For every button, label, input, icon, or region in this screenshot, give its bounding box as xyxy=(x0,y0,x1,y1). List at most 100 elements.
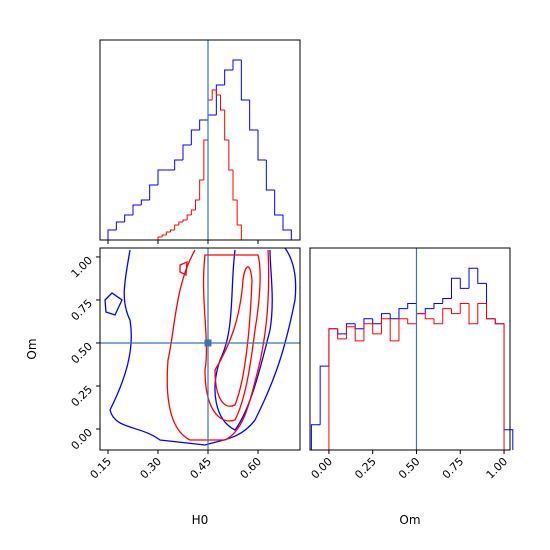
histogram-step xyxy=(328,328,338,450)
y-axis-label: Om xyxy=(25,338,39,359)
histogram-step xyxy=(486,303,496,320)
histogram-step xyxy=(182,144,192,160)
histogram-step xyxy=(310,424,321,450)
histogram-step xyxy=(232,59,242,70)
histogram-step xyxy=(494,318,505,325)
histogram-step xyxy=(372,323,382,335)
histogram-step xyxy=(398,308,408,319)
histogram-step xyxy=(433,303,443,309)
histogram-step xyxy=(236,200,242,240)
histogram-step xyxy=(459,278,470,289)
histogram-step xyxy=(249,100,258,131)
panel-frame xyxy=(309,247,511,451)
histogram-step xyxy=(354,326,364,342)
histogram-step xyxy=(477,303,487,324)
contour-red-island xyxy=(179,260,188,277)
truth-point xyxy=(204,339,212,347)
histogram-step xyxy=(174,224,179,230)
y-tick-label: 0.00 xyxy=(69,426,96,453)
histogram-step xyxy=(415,313,426,324)
contour-red-inner xyxy=(214,266,253,407)
histogram-step xyxy=(459,303,470,314)
histogram-step xyxy=(389,313,399,320)
histogram-step xyxy=(199,179,204,200)
histogram-step xyxy=(115,221,125,230)
histogram-step xyxy=(215,84,225,115)
histogram-step xyxy=(199,119,208,130)
histogram-step xyxy=(468,303,478,325)
panel-frame xyxy=(99,247,301,451)
histogram-step xyxy=(257,130,267,161)
x-tick-label: 0.45 xyxy=(188,455,215,482)
histogram-step xyxy=(207,114,217,120)
histogram-step xyxy=(407,303,417,309)
histogram-step xyxy=(345,326,356,339)
y-tick-label: 0.50 xyxy=(69,340,96,367)
histogram-step xyxy=(503,323,514,450)
histogram-step xyxy=(161,234,167,237)
histogram-step xyxy=(319,365,329,425)
histogram-step xyxy=(337,328,347,335)
histogram-step xyxy=(240,60,250,101)
histogram-step xyxy=(190,209,196,215)
contour-blue-island xyxy=(104,292,123,316)
histogram-step xyxy=(345,323,356,334)
x-tick-label: 0.15 xyxy=(88,455,115,482)
y-tick-label: 1.00 xyxy=(69,254,96,281)
histogram-step xyxy=(442,308,452,324)
x-tick-label: 0.00 xyxy=(309,455,336,482)
histogram-step xyxy=(124,214,133,222)
histogram-step xyxy=(451,277,461,299)
histogram-step xyxy=(282,215,292,240)
y-tick-label: 0.75 xyxy=(69,297,96,324)
histogram-step xyxy=(149,184,158,200)
histogram-step xyxy=(354,323,364,330)
histogram-step xyxy=(140,199,150,205)
contour-blue-inner xyxy=(214,249,273,431)
histogram-step xyxy=(328,328,338,367)
histogram-step xyxy=(274,190,283,216)
histogram-step xyxy=(433,318,443,325)
histogram-step xyxy=(107,229,117,240)
histogram-step xyxy=(337,328,347,340)
x-tick-label: 0.60 xyxy=(238,455,265,482)
histogram-step xyxy=(186,214,192,220)
panel-frame xyxy=(99,39,301,241)
x-tick-label: 0.25 xyxy=(352,455,379,482)
contour-red-outer xyxy=(166,249,270,441)
histogram-step xyxy=(451,308,461,315)
x-tick-label: 0.75 xyxy=(440,455,467,482)
histogram-step xyxy=(157,236,163,240)
histogram-step xyxy=(195,199,200,210)
histogram-step xyxy=(477,268,487,284)
histogram-step xyxy=(228,140,233,171)
histogram-step xyxy=(415,303,426,315)
histogram-step xyxy=(220,95,225,111)
histogram-step xyxy=(363,323,373,341)
histogram-step xyxy=(207,99,213,140)
histogram-step xyxy=(442,298,452,304)
histogram-step xyxy=(170,229,175,232)
y-tick-label: 0.25 xyxy=(69,383,96,410)
histogram-step xyxy=(398,318,408,341)
histogram-step xyxy=(190,129,200,145)
histogram-step xyxy=(182,219,188,222)
histogram-step xyxy=(203,139,208,180)
x-tick-label: 0.30 xyxy=(138,455,165,482)
histogram-step xyxy=(424,313,434,320)
histogram-step xyxy=(468,267,478,289)
histogram-step xyxy=(407,318,417,325)
x-axis-label: H0 xyxy=(192,513,209,527)
histogram-step xyxy=(174,159,183,170)
histogram-step xyxy=(215,90,221,96)
x-tick-label: 0.50 xyxy=(396,455,423,482)
contour-red-mid xyxy=(202,254,261,422)
histogram-step xyxy=(389,318,399,342)
histogram-step xyxy=(232,170,238,201)
histogram-step xyxy=(380,318,391,334)
histogram-step xyxy=(165,231,171,235)
histogram-step xyxy=(486,283,496,320)
x-axis-label: Om xyxy=(399,513,420,527)
histogram-step xyxy=(224,110,229,141)
